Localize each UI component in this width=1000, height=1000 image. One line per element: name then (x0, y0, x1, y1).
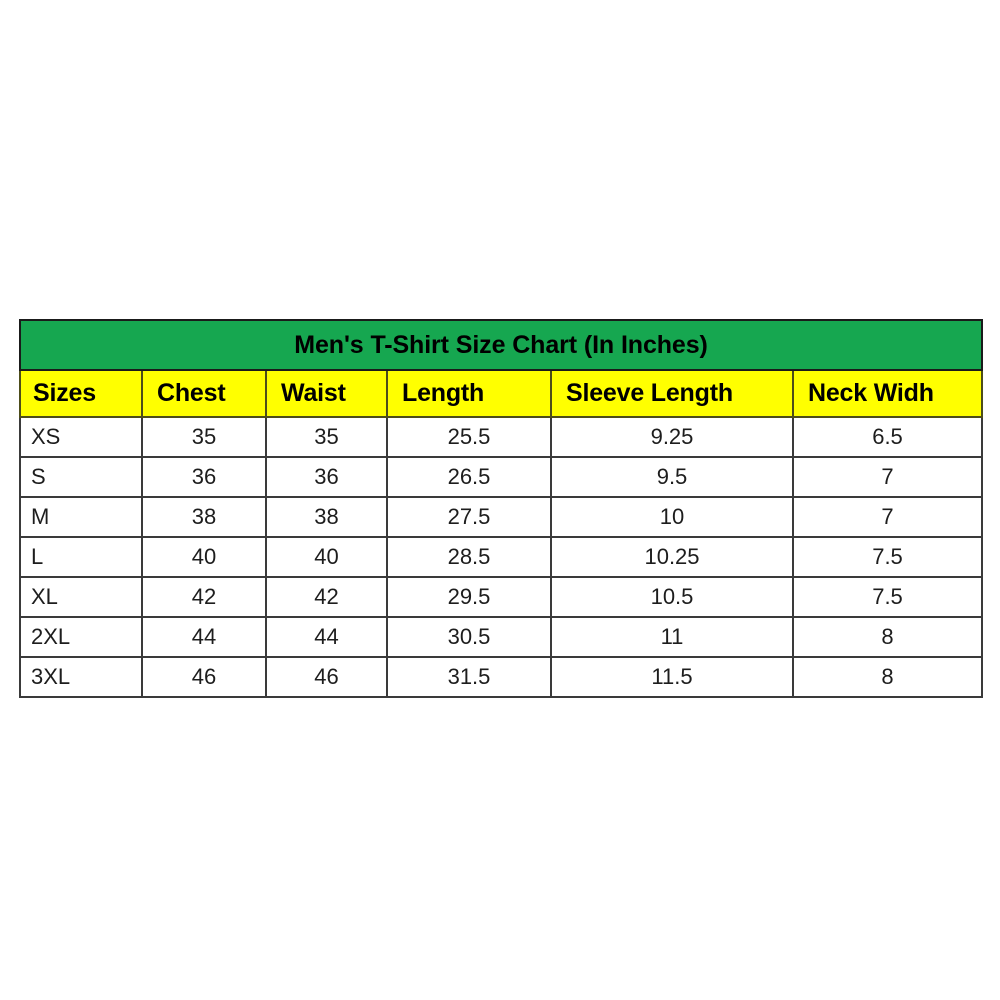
table-row: 3XL 46 46 31.5 11.5 8 (19, 656, 984, 698)
cell-size: S (19, 456, 143, 498)
cell-length: 26.5 (386, 456, 552, 498)
cell-waist: 38 (265, 496, 388, 538)
cell-neck-width: 6.5 (791, 416, 984, 458)
cell-sleeve-length: 10 (550, 496, 794, 538)
chart-title-row: Men's T-Shirt Size Chart (In Inches) (18, 319, 984, 371)
cell-size: XL (19, 576, 143, 618)
cell-sleeve-length: 10.25 (550, 536, 794, 578)
column-header-chest: Chest (141, 369, 267, 418)
column-header-neck-width: Neck Widh (791, 369, 984, 418)
table-row: 2XL 44 44 30.5 11 8 (19, 616, 984, 658)
cell-sleeve-length: 9.5 (550, 456, 794, 498)
cell-waist: 40 (265, 536, 388, 578)
chart-title: Men's T-Shirt Size Chart (In Inches) (18, 319, 984, 371)
cell-neck-width: 7.5 (791, 576, 984, 618)
cell-size: L (19, 536, 143, 578)
column-header-row: Sizes Chest Waist Length Sleeve Length N… (19, 369, 984, 418)
cell-length: 30.5 (386, 616, 552, 658)
column-header-waist: Waist (265, 369, 388, 418)
table-row: M 38 38 27.5 10 7 (19, 496, 984, 538)
column-header-length: Length (386, 369, 552, 418)
cell-neck-width: 7 (791, 496, 984, 538)
cell-sleeve-length: 10.5 (550, 576, 794, 618)
cell-chest: 44 (141, 616, 267, 658)
cell-size: M (19, 496, 143, 538)
cell-length: 31.5 (386, 656, 552, 698)
cell-length: 29.5 (386, 576, 552, 618)
cell-length: 25.5 (386, 416, 552, 458)
table-row: XS 35 35 25.5 9.25 6.5 (19, 416, 984, 458)
cell-chest: 35 (141, 416, 267, 458)
cell-neck-width: 7 (791, 456, 984, 498)
table-row: XL 42 42 29.5 10.5 7.5 (19, 576, 984, 618)
column-header-sizes: Sizes (19, 369, 143, 418)
cell-waist: 36 (265, 456, 388, 498)
size-chart-container: Men's T-Shirt Size Chart (In Inches) Siz… (18, 319, 984, 698)
cell-chest: 38 (141, 496, 267, 538)
cell-chest: 36 (141, 456, 267, 498)
size-chart-table: Men's T-Shirt Size Chart (In Inches) Siz… (18, 319, 984, 698)
cell-size: XS (19, 416, 143, 458)
cell-neck-width: 8 (791, 616, 984, 658)
cell-chest: 42 (141, 576, 267, 618)
cell-length: 28.5 (386, 536, 552, 578)
cell-waist: 46 (265, 656, 388, 698)
cell-sleeve-length: 9.25 (550, 416, 794, 458)
cell-waist: 35 (265, 416, 388, 458)
cell-neck-width: 8 (791, 656, 984, 698)
cell-size: 2XL (19, 616, 143, 658)
cell-neck-width: 7.5 (791, 536, 984, 578)
table-row: S 36 36 26.5 9.5 7 (19, 456, 984, 498)
cell-chest: 40 (141, 536, 267, 578)
column-header-sleeve-length: Sleeve Length (550, 369, 794, 418)
cell-sleeve-length: 11 (550, 616, 794, 658)
cell-waist: 44 (265, 616, 388, 658)
table-row: L 40 40 28.5 10.25 7.5 (19, 536, 984, 578)
cell-length: 27.5 (386, 496, 552, 538)
size-chart-body: XS 35 35 25.5 9.25 6.5 S 36 36 26.5 9.5 … (19, 416, 984, 698)
cell-chest: 46 (141, 656, 267, 698)
cell-sleeve-length: 11.5 (550, 656, 794, 698)
cell-size: 3XL (19, 656, 143, 698)
cell-waist: 42 (265, 576, 388, 618)
